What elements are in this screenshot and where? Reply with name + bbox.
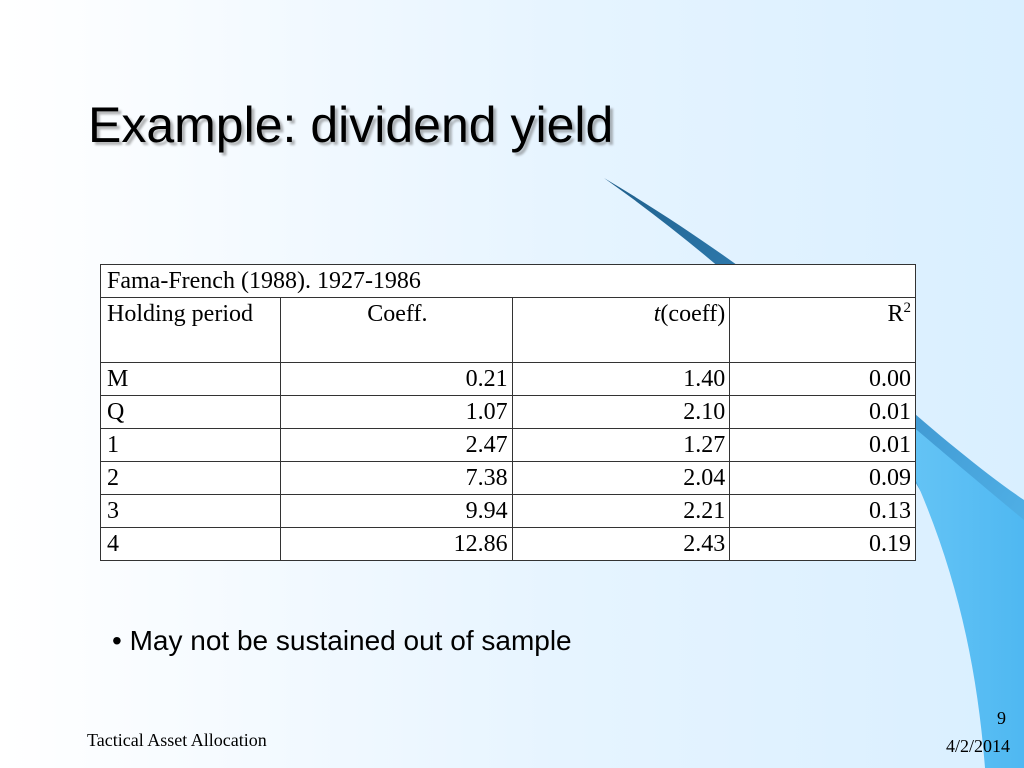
table-row: 3 9.94 2.21 0.13: [99, 494, 916, 528]
cell-coeff: 2.47: [280, 428, 513, 462]
cell-r2: 0.09: [729, 461, 916, 495]
cell-coeff: 7.38: [280, 461, 513, 495]
cell-t: 2.21: [511, 494, 731, 528]
table-row: 4 12.86 2.43 0.19: [99, 527, 916, 561]
cell-coeff: 0.21: [280, 362, 513, 396]
cell-t: 1.27: [511, 428, 731, 462]
header-r2-sup: 2: [903, 300, 912, 316]
cell-r2: 0.00: [729, 362, 916, 396]
cell-coeff: 9.94: [280, 494, 513, 528]
cell-period: 3: [99, 494, 282, 528]
cell-r2: 0.01: [729, 395, 916, 429]
cell-period: 4: [99, 527, 282, 561]
cell-r2: 0.19: [729, 527, 916, 561]
cell-period: 2: [99, 461, 282, 495]
header-t-coeff: t(coeff): [511, 297, 731, 363]
footer-course-title: Tactical Asset Allocation: [87, 730, 267, 750]
cell-coeff: 12.86: [280, 527, 513, 561]
header-t-italic: t: [653, 301, 661, 327]
header-r2-base: R: [887, 301, 904, 327]
slide-date: 4/2/2014: [945, 736, 1010, 756]
results-table: Fama-French (1988). 1927-1986 Holding pe…: [99, 264, 916, 561]
header-holding-period: Holding period: [99, 297, 282, 363]
cell-period: M: [99, 362, 282, 396]
table-caption-row: Fama-French (1988). 1927-1986: [100, 264, 916, 298]
header-coeff: Coeff.: [280, 297, 513, 363]
bullet-marker: •: [112, 625, 122, 656]
cell-t: 2.10: [511, 395, 731, 429]
table-row: 1 2.47 1.27 0.01: [99, 428, 916, 462]
table-caption: Fama-French (1988). 1927-1986: [100, 264, 916, 298]
slide-title: Example: dividend yield: [88, 97, 614, 153]
table-row: Q 1.07 2.10 0.01: [99, 395, 916, 429]
cell-period: 1: [99, 428, 282, 462]
cell-t: 1.40: [511, 362, 731, 396]
cell-t: 2.43: [511, 527, 731, 561]
slide-number: 9: [997, 708, 1006, 728]
cell-period: Q: [99, 395, 282, 429]
cell-coeff: 1.07: [280, 395, 513, 429]
header-t-suffix: (coeff): [660, 301, 726, 327]
cell-t: 2.04: [511, 461, 731, 495]
table-row: 2 7.38 2.04 0.09: [99, 461, 916, 495]
cell-r2: 0.01: [729, 428, 916, 462]
table-header-row: Holding period Coeff. t(coeff) R2: [99, 297, 916, 363]
header-r-squared: R2: [729, 297, 916, 363]
bullet-text: May not be sustained out of sample: [129, 625, 572, 656]
table-row: M 0.21 1.40 0.00: [99, 362, 916, 396]
bullet-point: • May not be sustained out of sample: [112, 624, 572, 658]
cell-r2: 0.13: [729, 494, 916, 528]
